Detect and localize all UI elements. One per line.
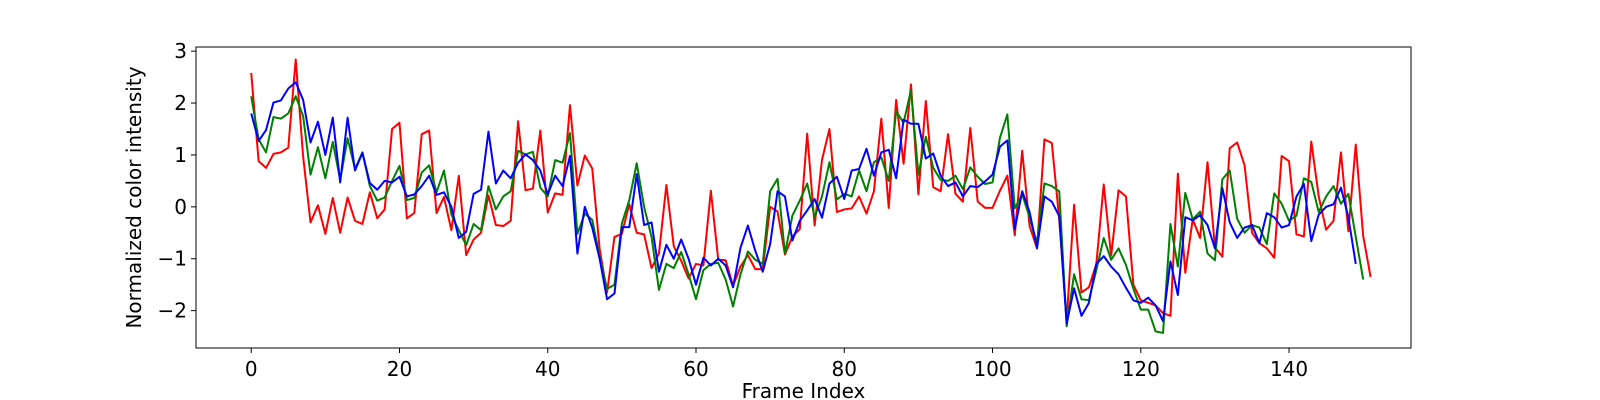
y-axis-label: Normalized color intensity bbox=[122, 66, 146, 328]
x-axis: 0 20 40 60 80 100 120 140 bbox=[245, 348, 1308, 381]
x-tick-label: 60 bbox=[683, 357, 708, 381]
y-tick-label: 3 bbox=[174, 39, 187, 63]
x-tick-label: 80 bbox=[832, 357, 857, 381]
y-axis: −2 −1 0 1 2 3 bbox=[158, 39, 196, 323]
x-tick-label: 20 bbox=[387, 357, 412, 381]
plot-frame bbox=[195, 46, 1412, 349]
y-tick-label: 2 bbox=[174, 91, 187, 115]
y-tick-label: −2 bbox=[158, 299, 187, 323]
y-tick-label: 0 bbox=[174, 195, 187, 219]
x-axis-label: Frame Index bbox=[742, 379, 866, 400]
y-tick-label: −1 bbox=[158, 247, 187, 271]
series-layer bbox=[250, 58, 1372, 334]
series-line-1 bbox=[250, 58, 1372, 323]
y-tick-label: 1 bbox=[174, 143, 187, 167]
x-tick-label: 40 bbox=[535, 357, 560, 381]
x-tick-label: 100 bbox=[973, 357, 1011, 381]
series-line-3 bbox=[250, 81, 1357, 325]
x-tick-label: 140 bbox=[1270, 357, 1308, 381]
x-tick-label: 120 bbox=[1122, 357, 1160, 381]
x-tick-label: 0 bbox=[245, 357, 258, 381]
